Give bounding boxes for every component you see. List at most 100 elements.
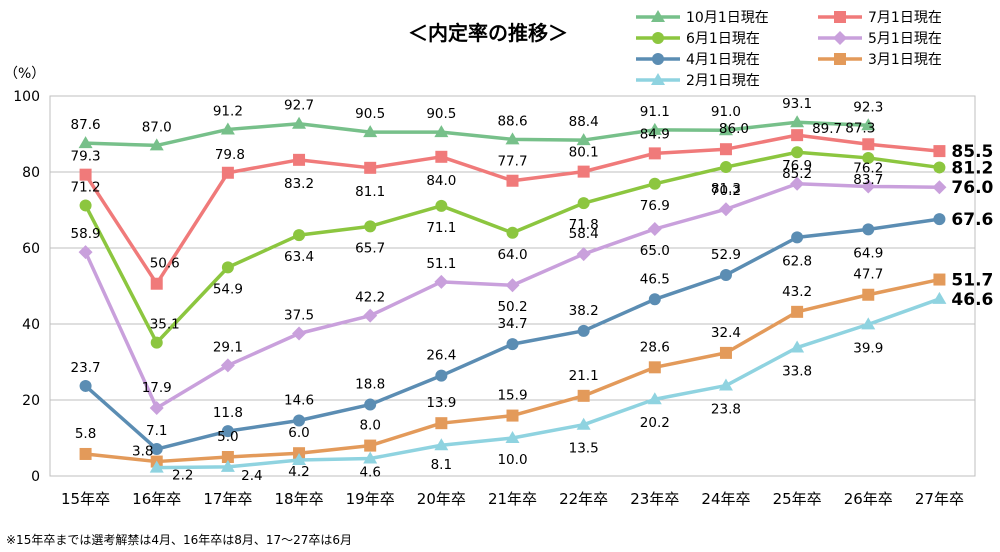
data-label: 76.0: [951, 178, 993, 198]
legend-label: 3月1日現在: [868, 52, 942, 68]
data-label: 6.0: [288, 425, 309, 441]
data-label: 37.5: [284, 308, 314, 324]
data-point: [652, 53, 664, 65]
data-label: 46.5: [640, 271, 670, 287]
data-point: [648, 361, 661, 374]
data-label: 83.2: [284, 176, 314, 192]
data-label: 85.5: [951, 142, 993, 162]
data-point: [648, 293, 661, 306]
x-tick-label: 25年卒: [773, 490, 822, 508]
series-line: [85, 120, 869, 148]
data-point: [718, 202, 733, 217]
data-label: 4.6: [359, 465, 380, 481]
data-label: 81.3: [711, 181, 741, 197]
x-tick-label: 27年卒: [915, 490, 964, 508]
data-point: [79, 168, 92, 181]
data-label: 3.8: [132, 444, 153, 460]
data-label: 21.1: [569, 368, 599, 384]
data-label: 8.1: [431, 457, 452, 473]
y-tick-label: 60: [22, 241, 40, 257]
data-point: [149, 400, 164, 415]
data-point: [790, 115, 805, 128]
data-label: 43.2: [782, 284, 812, 300]
data-label: 62.8: [782, 253, 812, 269]
data-label: 42.2: [355, 290, 385, 306]
data-point: [791, 129, 804, 142]
x-tick-label: 15年卒: [61, 490, 110, 508]
data-point: [363, 451, 378, 464]
data-label: 90.5: [426, 106, 456, 122]
data-point: [834, 53, 846, 65]
data-label: 20.2: [640, 415, 670, 431]
data-label: 58.9: [71, 226, 101, 242]
data-label: 28.6: [640, 339, 670, 355]
data-point: [363, 308, 378, 323]
data-point: [647, 392, 662, 405]
series-5: [79, 213, 946, 456]
data-label: 65.0: [640, 243, 670, 259]
data-label: 52.9: [711, 247, 741, 263]
data-label: 64.0: [497, 247, 527, 263]
data-label: 51.1: [426, 256, 456, 272]
data-point: [719, 161, 732, 174]
data-point: [506, 174, 519, 187]
data-label: 85.2: [782, 166, 812, 182]
legend-label: 10月1日現在: [686, 10, 769, 26]
data-point: [790, 176, 805, 191]
x-tick-label: 19年卒: [346, 490, 395, 508]
data-point: [292, 116, 307, 129]
data-point: [79, 379, 92, 392]
data-point: [577, 165, 590, 178]
data-point: [505, 132, 520, 145]
data-label: 84.0: [426, 173, 456, 189]
data-label: 2.4: [241, 468, 262, 484]
data-point: [79, 199, 92, 212]
data-point: [150, 277, 163, 290]
data-label: 70.2: [711, 183, 741, 199]
data-label: 84.9: [640, 126, 670, 142]
data-point: [220, 459, 235, 472]
data-label: 81.2: [951, 158, 993, 178]
data-point: [862, 151, 875, 164]
data-label: 4.2: [288, 464, 309, 480]
data-point: [862, 138, 875, 151]
data-point: [648, 147, 661, 160]
data-label: 88.4: [569, 114, 599, 130]
data-label: 80.1: [569, 145, 599, 161]
data-point: [506, 226, 519, 239]
data-label: 7.1: [146, 423, 167, 439]
data-label: 18.8: [355, 377, 385, 393]
data-point: [364, 161, 377, 174]
data-label: 89.7: [812, 121, 842, 137]
data-point: [833, 31, 847, 45]
data-label: 77.7: [497, 154, 527, 170]
data-label: 65.7: [355, 240, 385, 256]
data-point: [576, 247, 591, 262]
data-label: 87.0: [142, 119, 172, 135]
series-line: [156, 297, 941, 470]
series-3: [79, 146, 946, 349]
y-axis-unit-label: （%）: [4, 66, 45, 82]
data-label: 86.0: [719, 121, 749, 137]
data-point: [149, 460, 164, 473]
data-point: [150, 443, 163, 456]
data-label: 23.8: [711, 402, 741, 418]
x-tick-label: 17年卒: [203, 490, 252, 508]
data-label: 87.6: [71, 117, 101, 133]
data-point: [719, 346, 732, 359]
data-point: [220, 122, 235, 135]
data-point: [221, 166, 234, 179]
data-point: [435, 417, 448, 430]
x-tick-label: 20年卒: [417, 490, 466, 508]
data-point: [434, 274, 449, 289]
data-label: 38.2: [569, 303, 599, 319]
y-tick-label: 40: [22, 317, 40, 333]
data-point: [506, 338, 519, 351]
data-label: 71.8: [569, 217, 599, 233]
data-point: [933, 273, 946, 286]
data-label: 92.3: [853, 99, 883, 115]
data-point: [577, 197, 590, 210]
data-label: 26.4: [426, 348, 456, 364]
data-point: [719, 268, 732, 281]
data-point: [78, 136, 93, 149]
